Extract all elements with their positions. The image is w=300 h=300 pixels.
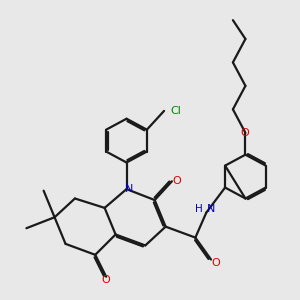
- Text: O: O: [102, 275, 111, 286]
- Text: O: O: [240, 128, 249, 138]
- Text: H: H: [195, 204, 203, 214]
- Text: N: N: [125, 184, 133, 194]
- Text: Cl: Cl: [170, 106, 181, 116]
- Text: O: O: [211, 258, 220, 268]
- Text: O: O: [172, 176, 181, 186]
- Text: N: N: [207, 204, 215, 214]
